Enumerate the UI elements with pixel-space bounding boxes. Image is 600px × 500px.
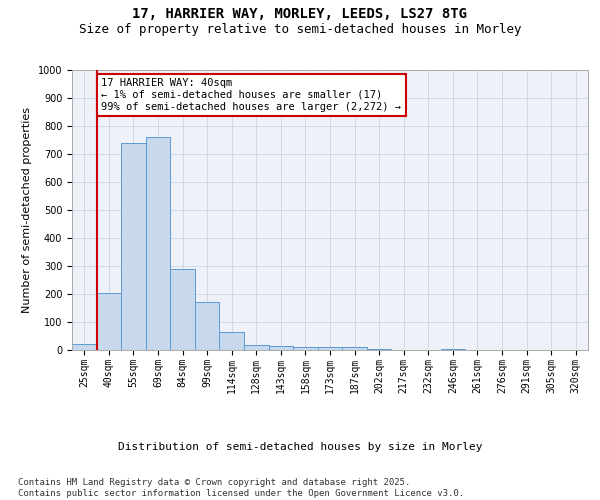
- Bar: [72, 344, 97, 350]
- Bar: [244, 345, 269, 350]
- Bar: [293, 346, 318, 350]
- Y-axis label: Number of semi-detached properties: Number of semi-detached properties: [22, 107, 32, 313]
- Text: Size of property relative to semi-detached houses in Morley: Size of property relative to semi-detach…: [79, 22, 521, 36]
- Text: Distribution of semi-detached houses by size in Morley: Distribution of semi-detached houses by …: [118, 442, 482, 452]
- Bar: [220, 332, 244, 350]
- Text: 17, HARRIER WAY, MORLEY, LEEDS, LS27 8TG: 17, HARRIER WAY, MORLEY, LEEDS, LS27 8TG: [133, 8, 467, 22]
- Bar: [440, 349, 465, 350]
- Bar: [146, 137, 170, 350]
- Text: Contains HM Land Registry data © Crown copyright and database right 2025.
Contai: Contains HM Land Registry data © Crown c…: [18, 478, 464, 498]
- Bar: [97, 292, 121, 350]
- Bar: [195, 302, 220, 350]
- Bar: [342, 346, 367, 350]
- Bar: [367, 348, 391, 350]
- Bar: [318, 347, 342, 350]
- Bar: [121, 143, 146, 350]
- Text: 17 HARRIER WAY: 40sqm
← 1% of semi-detached houses are smaller (17)
99% of semi-: 17 HARRIER WAY: 40sqm ← 1% of semi-detac…: [101, 78, 401, 112]
- Bar: [170, 269, 195, 350]
- Bar: [269, 346, 293, 350]
